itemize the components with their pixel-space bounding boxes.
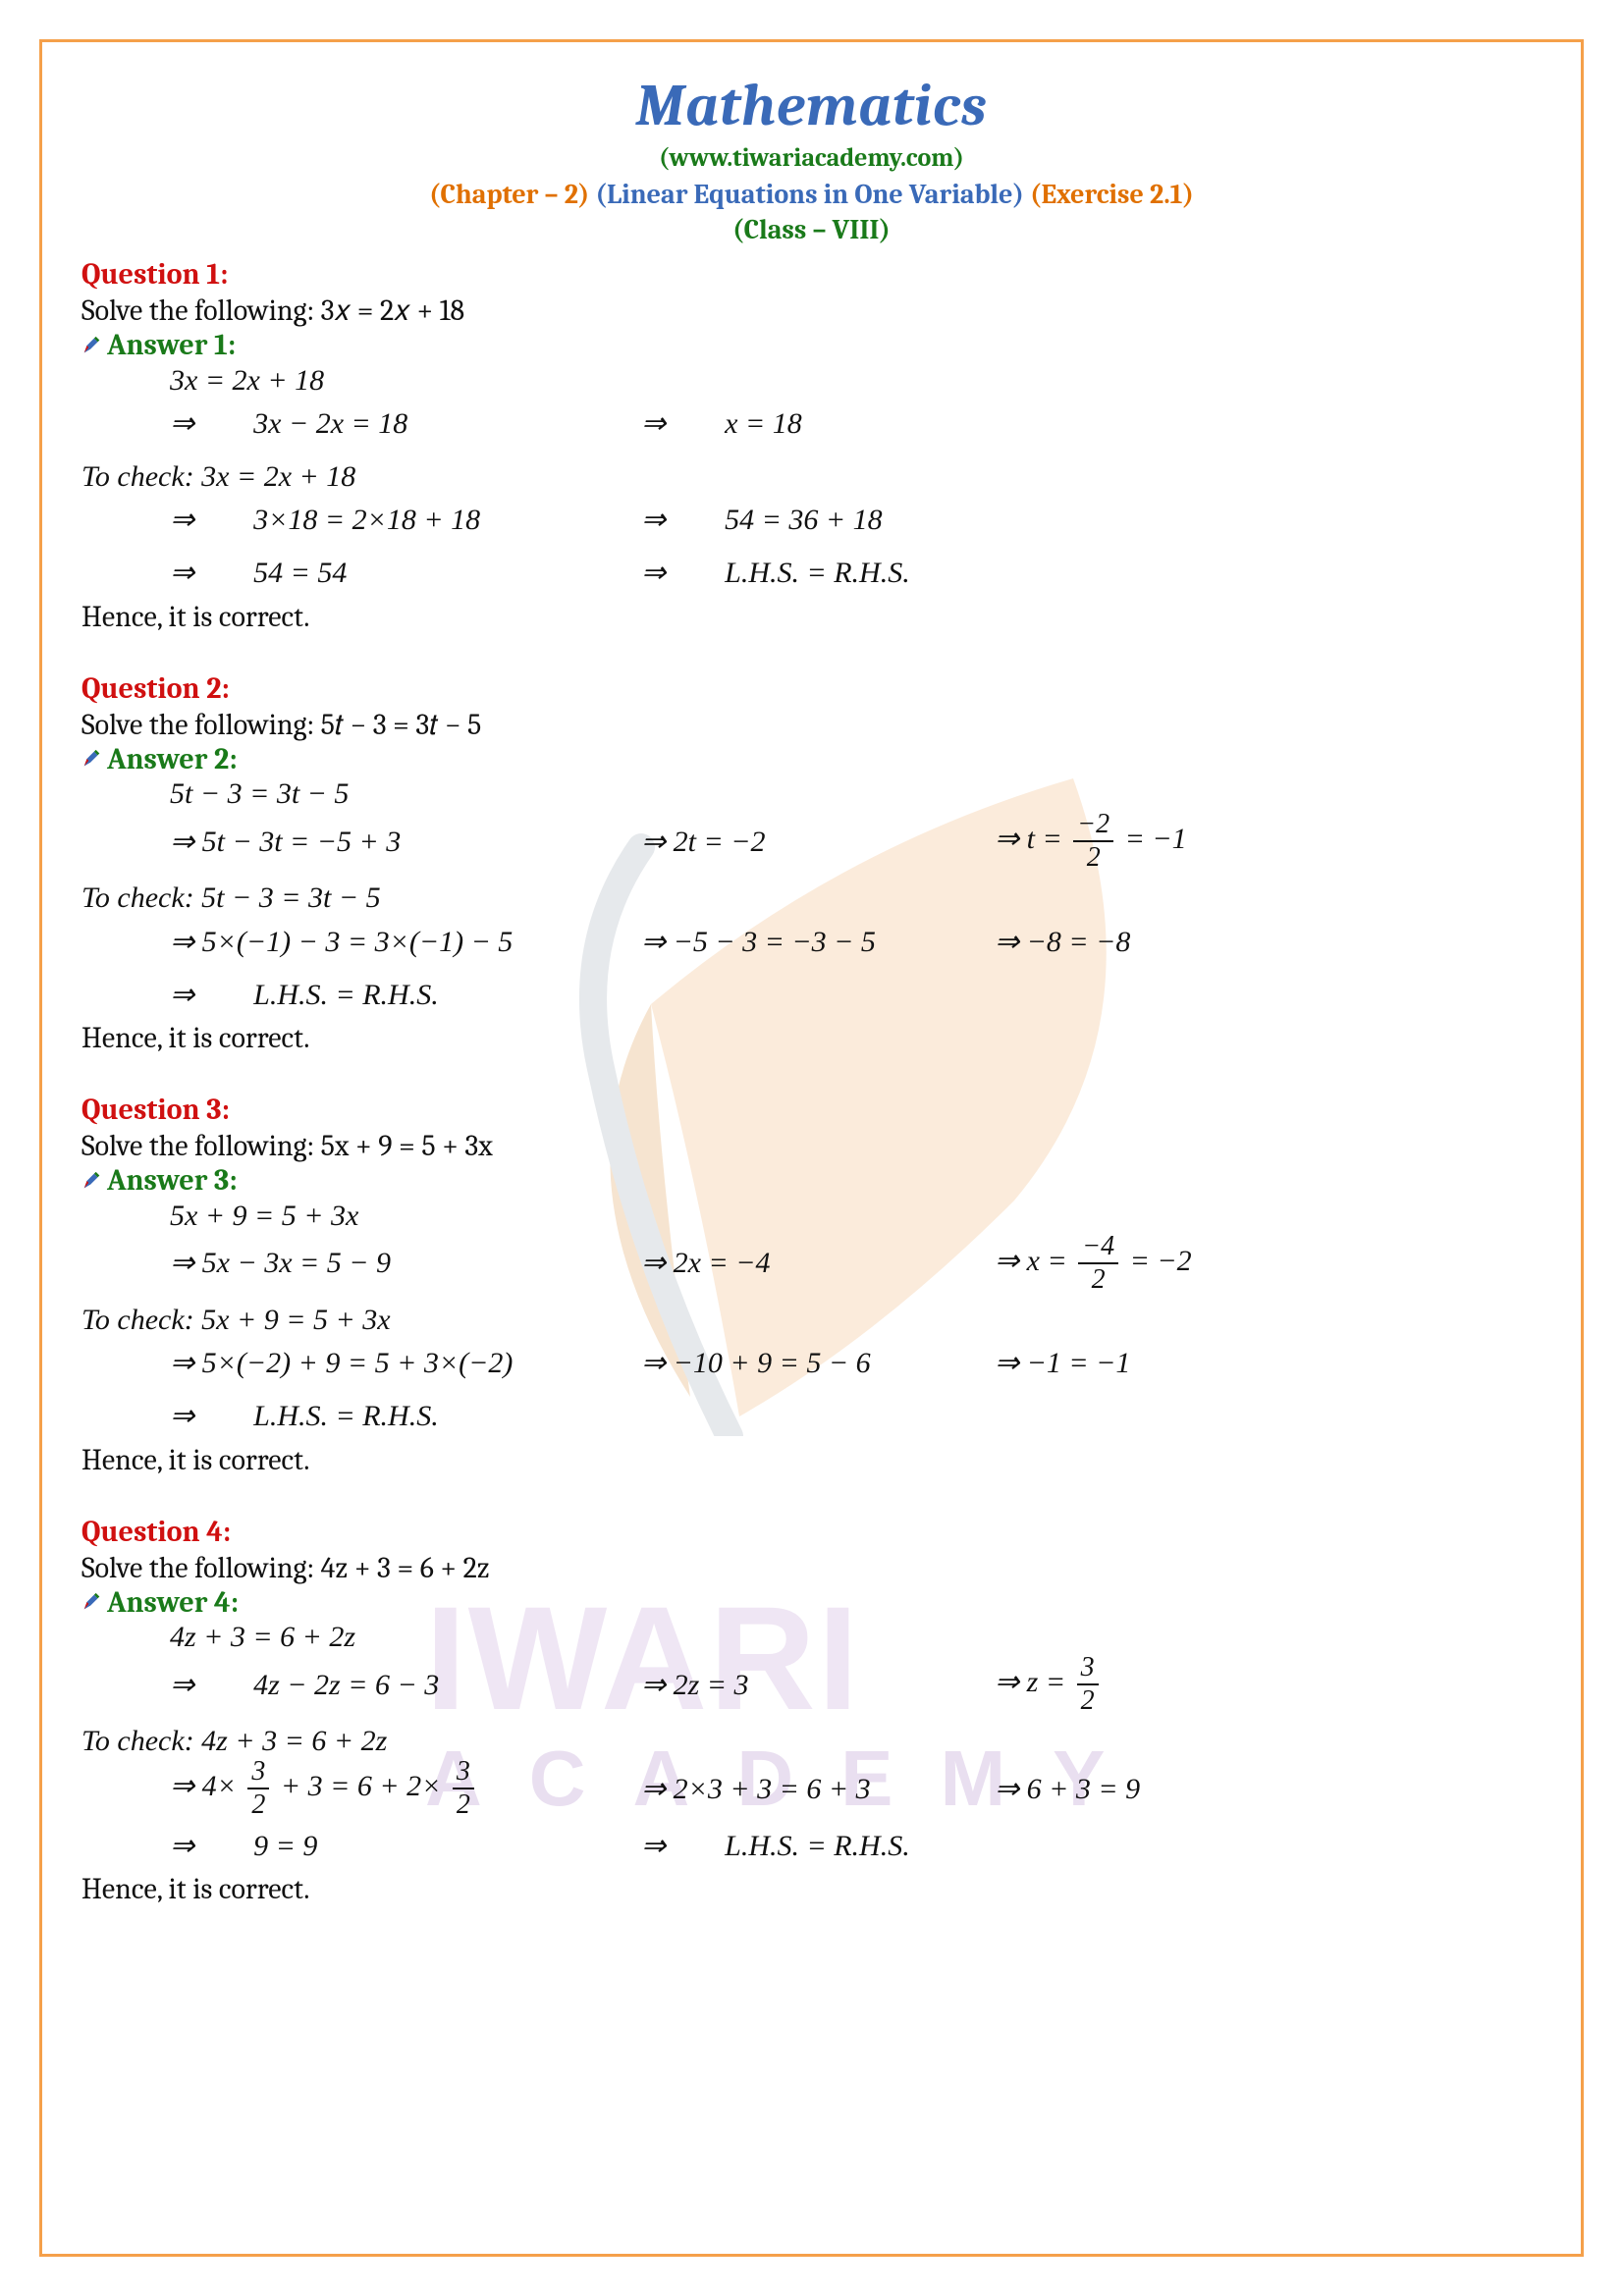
pen-icon [81,335,103,356]
conclusion: Hence, it is correct. [81,1872,1542,1906]
check-c1: ⇒ L.H.S. = R.H.S. [170,978,641,1012]
equation-first: 5x + 9 = 5 + 3x [81,1200,1542,1233]
step-c1: ⇒ 3x − 2x = 18 [170,406,641,441]
answer-label: Answer 3: [81,1163,238,1198]
check-c1: ⇒ 5×(−1) − 3 = 3×(−1) − 5 [170,925,641,959]
check-row: ⇒ 5×(−1) − 3 = 3×(−1) − 5 ⇒ −5 − 3 = −3 … [81,915,1542,968]
step-row: ⇒ 5x − 3x = 5 − 9 ⇒ 2x = −4 ⇒ x = −42 = … [81,1233,1542,1294]
site-url: (www.tiwariacademy.com) [81,143,1542,173]
question-block: Question 3: Solve the following: 5x + 9 … [81,1093,1542,1477]
check-c1: ⇒ 54 = 54 [170,556,641,590]
check-c2: ⇒ −10 + 9 = 5 − 6 [641,1346,995,1380]
step-c2: ⇒ x = 18 [641,406,995,441]
answer-label: Answer 4: [81,1585,239,1620]
solve-line: Solve the following: 4z + 3 = 6 + 2z [81,1551,1542,1585]
page-title: Mathematics [81,72,1542,139]
step-row: ⇒ 5t − 3t = −5 + 3 ⇒ 2t = −2 ⇒ t = −22 =… [81,811,1542,872]
page-border: IWARI ACADEMY Mathematics (www.tiwariaca… [39,39,1584,2257]
step-c1: ⇒ 4z − 2z = 6 − 3 [170,1668,641,1702]
chapter-line: (Chapter – 2) (Linear Equations in One V… [81,179,1542,210]
step-c1: ⇒ 5x − 3x = 5 − 9 [170,1246,641,1280]
check-row: ⇒ L.H.S. = R.H.S. [81,968,1542,1021]
check-c2: ⇒ 2×3 + 3 = 6 + 3 [641,1772,995,1806]
check-row: ⇒ 4× 32 + 3 = 6 + 2× 32 ⇒ 2×3 + 3 = 6 + … [81,1758,1542,1819]
to-check: To check: 4z + 3 = 6 + 2z [81,1725,1542,1758]
step-c1: ⇒ 5t − 3t = −5 + 3 [170,825,641,859]
check-c1: ⇒ 5×(−2) + 9 = 5 + 3×(−2) [170,1346,641,1380]
check-row: ⇒ L.H.S. = R.H.S. [81,1390,1542,1443]
step-c3: ⇒ x = −42 = −2 [995,1233,1348,1294]
check-row: ⇒ 5×(−2) + 9 = 5 + 3×(−2) ⇒ −10 + 9 = 5 … [81,1337,1542,1390]
check-c1: ⇒ 4× 32 + 3 = 6 + 2× 32 [170,1758,641,1819]
answer-label: Answer 1: [81,328,236,362]
check-c2: ⇒ L.H.S. = R.H.S. [641,1829,995,1863]
step-c2: ⇒ 2z = 3 [641,1668,995,1702]
question-block: Question 4:Solve the following: 4z + 3 =… [81,1515,1542,1907]
step-c2: ⇒ 2t = −2 [641,825,995,859]
pen-icon [81,1170,103,1192]
question-label: Question 4: [81,1515,1542,1549]
question-label: Question 2: [81,671,1542,706]
solve-line: Solve the following: 5x + 9 = 5 + 3x [81,1129,1542,1163]
check-row: ⇒ 9 = 9 ⇒ L.H.S. = R.H.S. [81,1819,1542,1872]
step-row: ⇒ 3x − 2x = 18 ⇒ x = 18 [81,398,1542,451]
question-block: Question 2:Solve the following: 5𝑡 − 3 =… [81,671,1542,1056]
question-label: Question 1: [81,257,1542,292]
class-label: (Class – VIII) [81,214,1542,245]
check-c1: ⇒ 3×18 = 2×18 + 18 [170,503,641,537]
equation-first: 5t − 3 = 3t − 5 [81,777,1542,811]
conclusion: Hence, it is correct. [81,1443,1542,1477]
equation-first: 4z + 3 = 6 + 2z [81,1621,1542,1654]
check-c2: ⇒ −5 − 3 = −3 − 5 [641,925,995,959]
pen-icon [81,748,103,770]
question-label: Question 3: [81,1093,1542,1127]
equation-first: 3x = 2x + 18 [81,364,1542,398]
to-check: To check: 5t − 3 = 3t − 5 [81,881,1542,915]
step-c3: ⇒ t = −22 = −1 [995,811,1348,872]
solve-line: Solve the following: 3𝑥 = 2𝑥 + 18 [81,294,1542,328]
conclusion: Hence, it is correct. [81,600,1542,634]
pen-icon [81,1591,103,1613]
check-c1: ⇒ 9 = 9 [170,1829,641,1863]
step-c2: ⇒ 2x = −4 [641,1246,995,1280]
check-c2: ⇒ L.H.S. = R.H.S. [641,556,995,590]
content-area: Question 1:Solve the following: 3𝑥 = 2𝑥 … [81,257,1542,1906]
check-c3: ⇒ −1 = −1 [995,1346,1348,1380]
check-row: ⇒ 3×18 = 2×18 + 18 ⇒ 54 = 36 + 18 [81,494,1542,547]
chapter-name: (Linear Equations in One Variable) [596,179,1024,210]
solve-line: Solve the following: 5𝑡 − 3 = 3𝑡 − 5 [81,708,1542,742]
check-c1: ⇒ L.H.S. = R.H.S. [170,1399,641,1433]
check-row: ⇒ 54 = 54 ⇒ L.H.S. = R.H.S. [81,547,1542,600]
conclusion: Hence, it is correct. [81,1021,1542,1055]
answer-label: Answer 2: [81,742,238,776]
document-header: Mathematics (www.tiwariacademy.com) (Cha… [81,72,1542,245]
exercise-label: (Exercise 2.1) [1030,179,1194,210]
to-check: To check: 5x + 9 = 5 + 3x [81,1304,1542,1337]
check-c2: ⇒ 54 = 36 + 18 [641,503,995,537]
question-block: Question 1:Solve the following: 3𝑥 = 2𝑥 … [81,257,1542,634]
to-check: To check: 3x = 2x + 18 [81,460,1542,494]
check-c3: ⇒ −8 = −8 [995,925,1348,959]
check-c3: ⇒ 6 + 3 = 9 [995,1772,1348,1806]
step-row: ⇒ 4z − 2z = 6 − 3 ⇒ 2z = 3 ⇒ z = 32 [81,1654,1542,1715]
chapter-prefix: (Chapter – 2) [429,179,589,210]
step-c3: ⇒ z = 32 [995,1654,1348,1715]
